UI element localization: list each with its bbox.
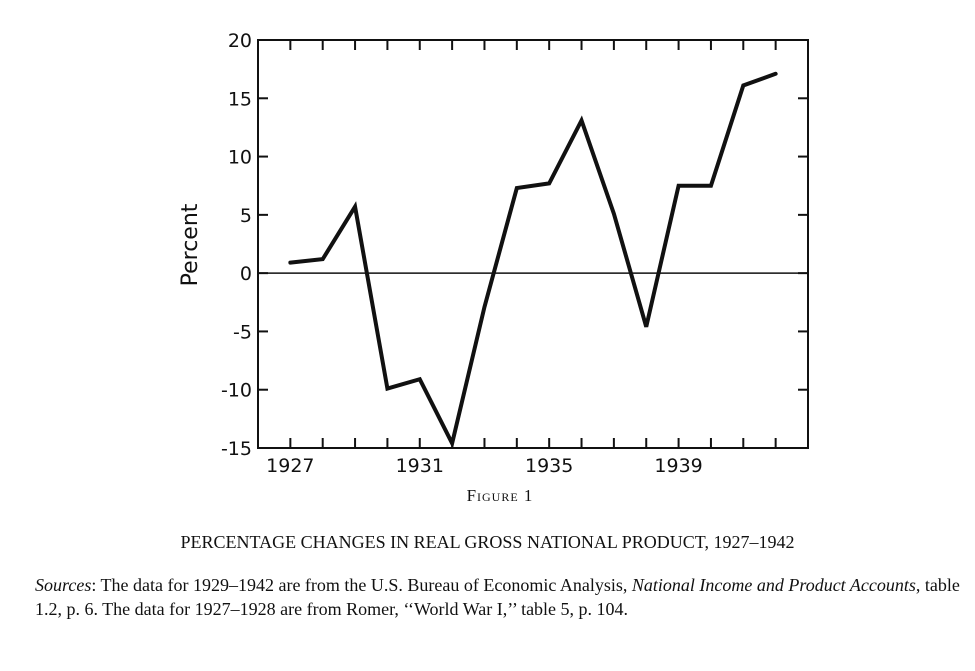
line-chart: 1927 1931 1935 1939 20 15 10 5 0 -5 -10 -15 Percent xyxy=(178,30,809,477)
x-tick-label: 1939 xyxy=(654,455,702,477)
y-tick-label: -15 xyxy=(221,438,252,460)
y-axis-label: Percent xyxy=(178,203,203,286)
sources-label: Sources xyxy=(35,575,92,595)
y-tick-label: 15 xyxy=(228,88,252,110)
x-tick-label: 1927 xyxy=(266,455,314,477)
sources-text-2: , table 1.2, p. 6. The data for 1927–192… xyxy=(35,575,960,619)
x-tick-label: 1935 xyxy=(525,455,573,477)
y-tick-label: 0 xyxy=(240,263,252,285)
plot-frame xyxy=(257,39,809,449)
figure-label: Figure 1 xyxy=(466,486,534,505)
sources-italic-title: National Income and Product Accounts xyxy=(631,575,916,595)
y-tick-label: 10 xyxy=(228,147,252,169)
x-tick-label: 1931 xyxy=(396,455,444,477)
y-tick-label: -5 xyxy=(233,321,252,343)
chart-title: PERCENTAGE CHANGES IN REAL GROSS NATIONA… xyxy=(180,532,795,552)
sources-text-1: : The data for 1929–1942 are from the U.… xyxy=(91,575,632,595)
sources-note: Sources: The data for 1929–1942 are from… xyxy=(35,573,965,621)
y-tick-label: -10 xyxy=(221,380,252,402)
y-tick-label: 20 xyxy=(228,30,252,52)
y-tick-label: 5 xyxy=(240,205,252,227)
series-line xyxy=(288,71,778,450)
